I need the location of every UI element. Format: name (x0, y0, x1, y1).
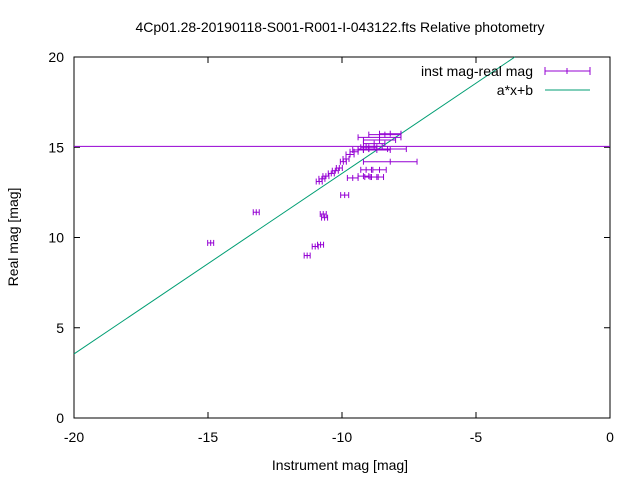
chart-title: 4Cp01.28-20190118-S001-R001-I-043122.fts… (135, 19, 544, 35)
data-point (369, 174, 385, 181)
data-point (357, 173, 370, 180)
data-point (379, 130, 402, 137)
data-point (331, 167, 339, 174)
plot-marks (73, 56, 610, 355)
x-tick-label: 0 (606, 429, 614, 445)
data-point (362, 158, 418, 165)
x-tick-label: -15 (198, 429, 218, 445)
y-tick-label: 5 (56, 320, 64, 336)
data-point (319, 211, 327, 218)
legend-label-points: inst mag-real mag (421, 63, 533, 79)
data-point (207, 239, 215, 246)
data-point (303, 252, 311, 259)
axis-ticks: -20 -15 -10 -5 0 0 5 10 15 20 (48, 49, 614, 445)
y-tick-label: 15 (48, 139, 64, 155)
data-point (340, 192, 350, 199)
x-tick-label: -10 (332, 429, 352, 445)
data-point (362, 146, 391, 153)
data-point (365, 143, 383, 150)
data-point (346, 174, 359, 181)
x-tick-label: -20 (64, 429, 84, 445)
data-point (335, 165, 343, 172)
data-point (318, 175, 326, 182)
data-point (327, 170, 335, 177)
data-point (342, 155, 350, 162)
data-point (252, 209, 260, 216)
plot-frame (73, 56, 611, 419)
y-tick-label: 10 (48, 230, 64, 246)
y-tick-label: 20 (48, 49, 64, 65)
x-tick-label: -5 (470, 429, 483, 445)
data-point (372, 166, 387, 173)
data-point (360, 166, 372, 173)
legend: inst mag-real mag a*x+b (421, 63, 591, 98)
legend-label-fit: a*x+b (497, 82, 533, 98)
y-axis-label: Real mag [mag] (5, 188, 21, 287)
fit-line (73, 56, 516, 355)
data-point (321, 214, 329, 221)
data-point (322, 173, 330, 180)
data-point (368, 146, 407, 153)
y-tick-label: 0 (56, 410, 64, 426)
data-point (317, 241, 325, 248)
x-axis-label: Instrument mag [mag] (272, 457, 408, 473)
